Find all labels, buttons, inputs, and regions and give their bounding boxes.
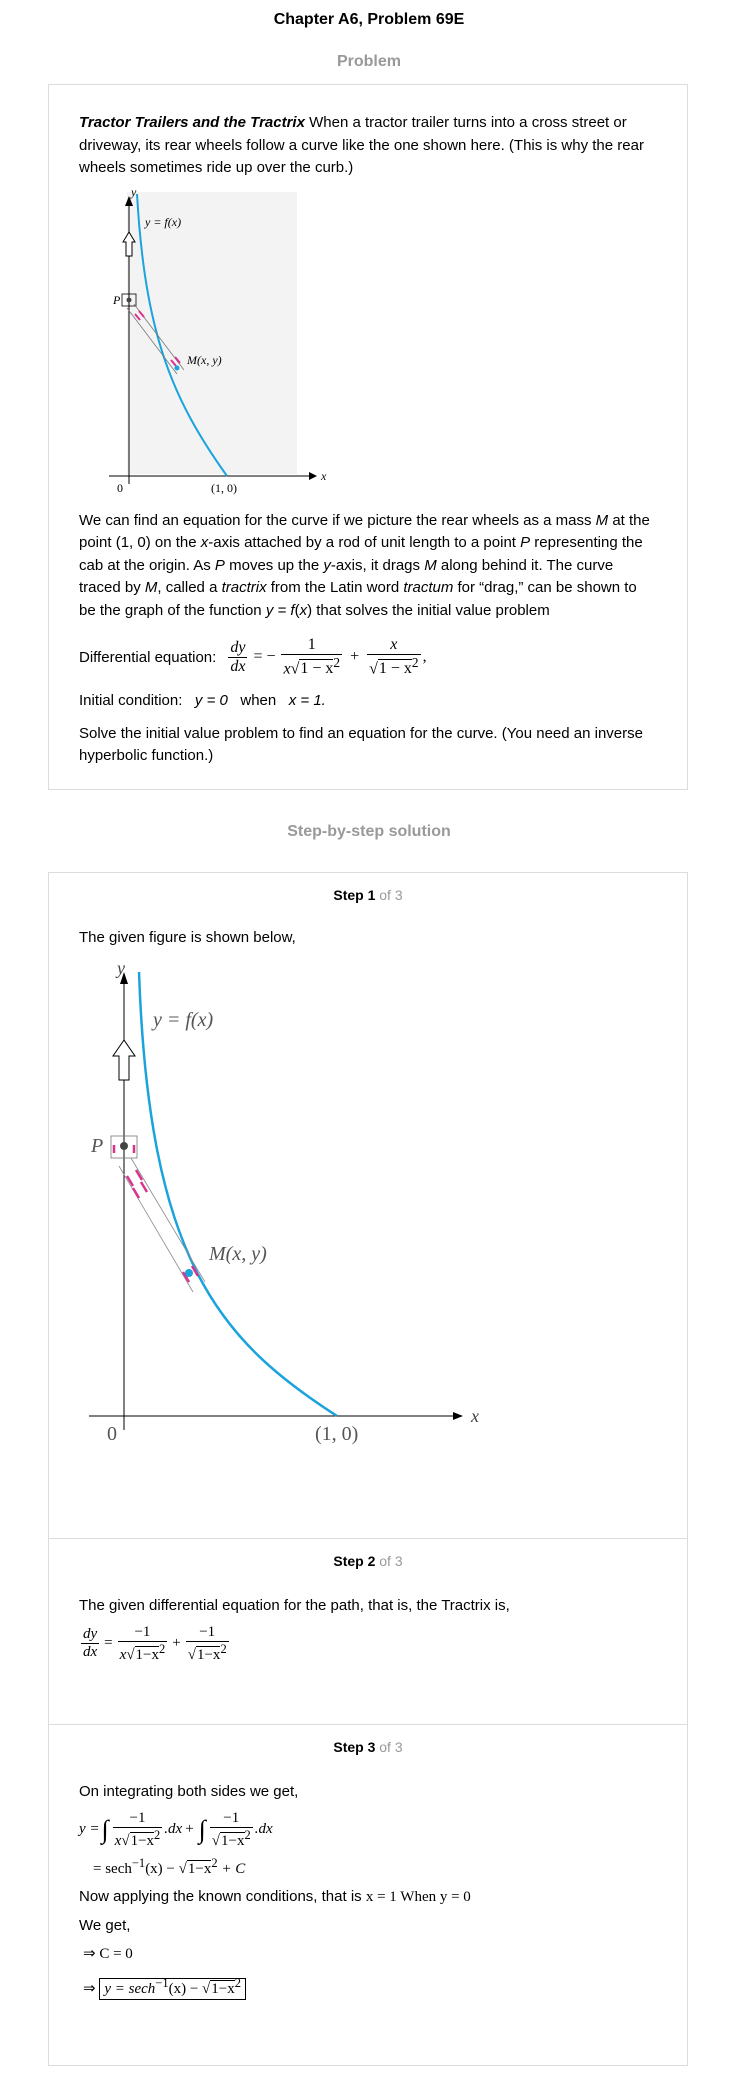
tractrix-curve: [137, 971, 338, 1417]
x-axis-arrow: [453, 1411, 463, 1420]
step-3-we-get: We get,: [79, 1916, 131, 1934]
step-3-text: On integrating both sides we get,: [79, 1783, 299, 1800]
problem-title: Tractor Trailers and the Tractrix: [79, 114, 305, 131]
step-3-header: Step 3 of 3: [333, 1739, 403, 1755]
problem-description: We can find an equation for the curve if…: [79, 511, 650, 619]
problem-heading: Problem: [336, 53, 401, 70]
p-label: P: [112, 293, 121, 307]
step-2-equation: dy dx = −1 x√1−x2 + −1 √1−x2: [81, 1623, 229, 1663]
y-axis-label: y: [130, 185, 137, 199]
tractrix-curve: [136, 193, 228, 477]
step-1-card: Step 1 of 3 The given figure is shown be…: [48, 872, 688, 1538]
step-2-text: The given differential equation for the …: [79, 1597, 510, 1614]
cab-wheels: [112, 1144, 136, 1153]
rod-edge-b: [130, 1157, 206, 1282]
y-axis-label: y: [115, 960, 125, 978]
m-label: M(x, y): [208, 1243, 267, 1265]
trailer-wheels: [134, 309, 181, 367]
differential-equation: Differential equation: dy dx = − 1 x√1 − x…: [79, 636, 657, 678]
point-m: [185, 1268, 193, 1277]
step-3-integral: y = ∫ −1 x√1−x2 .dx + ∫ −1 √1−x2 .dx: [79, 1809, 273, 1849]
problem-intro-text: When a tractor trailer turns into a cros…: [79, 114, 644, 176]
m-label: M(x, y): [186, 353, 222, 367]
origin-label: 0: [107, 1423, 117, 1445]
rod-edge-a: [118, 1165, 194, 1292]
step-2-header: Step 2 of 3: [333, 1553, 403, 1569]
point-p: [120, 1141, 128, 1150]
curve-label: y = f(x): [151, 1009, 213, 1031]
step-3-conditions: Now applying the known conditions, that …: [79, 1888, 471, 1905]
p-label: P: [90, 1135, 103, 1157]
cab-box: [110, 1135, 138, 1158]
step-3-integral-result: = sech−1(x) − √1−x2 + C: [93, 1855, 246, 1877]
curve-label: y = f(x): [144, 215, 181, 229]
problem-ask: Solve the initial value problem to find …: [79, 724, 643, 765]
problem-card: Tractor Trailers and the Tractrix When a…: [48, 84, 688, 790]
x-axis-label: x: [320, 469, 327, 483]
y-axis-arrow: [120, 971, 128, 984]
problem-figure: y x y = f(x) P M(x, y) 0 (1, 0): [109, 185, 327, 495]
step-3-card: Step 3 of 3 On integrating both sides we…: [48, 1724, 688, 2066]
step-1-figure: y x y = f(x) P M(x, y): [89, 960, 479, 1445]
origin-label: 0: [117, 481, 123, 495]
step-1-text: The given figure is shown below,: [79, 929, 296, 946]
step-2-card: Step 2 of 3 The given differential equat…: [48, 1538, 688, 1724]
cab-arrow: [122, 230, 136, 256]
problem-intro: Tractor Trailers and the Tractrix When a…: [79, 112, 657, 180]
step-3-final-answer: ⇒ y = sech−1(x) − √1−x2: [83, 1972, 657, 2001]
trailer-wheels: [125, 1168, 200, 1283]
y-axis-arrow: [125, 195, 133, 206]
step-1-header: Step 1 of 3: [333, 887, 403, 903]
point-m: [174, 365, 180, 370]
step-3-result-c: ⇒ C = 0: [83, 1946, 133, 1962]
de-formula: dy dx = − 1 x√1 − x2 + x √1 − x2 ,: [228, 636, 427, 678]
point-p: [126, 297, 132, 302]
rod-edge-a: [126, 307, 178, 374]
solution-heading: Step-by-step solution: [287, 823, 451, 840]
figure-background: [127, 191, 297, 474]
cab-box: [121, 293, 137, 306]
point-label: (1, 0): [315, 1423, 358, 1445]
de-label: Differential equation:: [79, 648, 217, 666]
x-axis-arrow: [309, 471, 317, 480]
point-label: (1, 0): [211, 481, 237, 495]
initial-condition: Initial condition: y = 0 when x = 1.: [79, 692, 326, 710]
cab-arrow: [112, 1038, 136, 1080]
page-title: Chapter A6, Problem 69E: [273, 11, 465, 28]
x-axis-label: x: [470, 1406, 479, 1426]
